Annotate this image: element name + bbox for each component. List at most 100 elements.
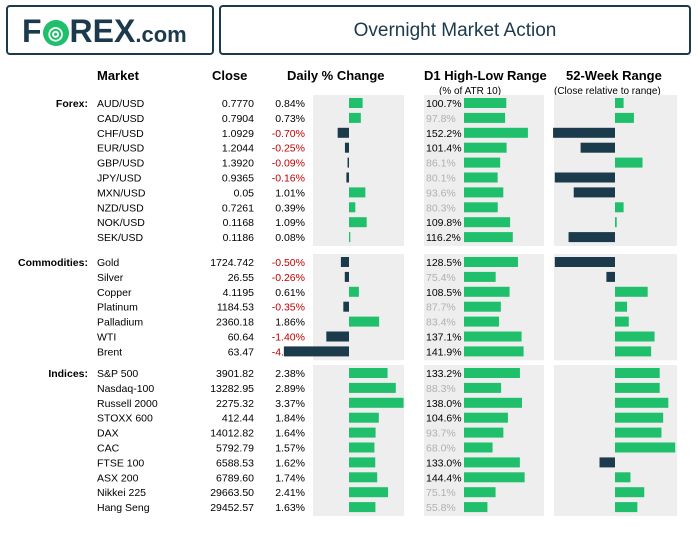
market-name: JPY/USD [97, 173, 142, 185]
market-name: AUD/USD [97, 98, 145, 110]
coin-icon: ◎ [42, 20, 69, 46]
daily-change-bar [349, 412, 379, 423]
daily-change-label: 0.61% [275, 287, 305, 299]
daily-change-label: 1.01% [275, 187, 305, 199]
close-value: 1184.53 [217, 302, 254, 314]
range-label: 83.4% [426, 317, 456, 329]
range-label: 86.1% [426, 158, 456, 170]
daily-change-bar [349, 457, 376, 468]
range-bar [464, 202, 498, 213]
col-52w-subheader: (Close relative to range) [554, 86, 661, 97]
daily-change-label: -1.40% [272, 332, 305, 344]
range-bar [464, 187, 504, 198]
w52-bar [553, 127, 615, 138]
close-value: 4.1195 [223, 287, 254, 299]
daily-band [313, 254, 404, 361]
range-label: 109.8% [426, 217, 462, 229]
range-label: 104.6% [426, 413, 462, 425]
w52-bar [615, 217, 617, 228]
w52-bar [580, 142, 615, 153]
w52-bar [554, 172, 615, 183]
range-bar [464, 301, 501, 312]
close-value: 1724.742 [210, 257, 254, 269]
range-label: 68.0% [426, 443, 456, 455]
range-bar [464, 232, 513, 243]
w52-bar [615, 157, 643, 168]
close-value: 0.1186 [223, 232, 254, 244]
close-value: 29663.50 [210, 487, 254, 499]
daily-change-label: -0.16% [272, 173, 305, 185]
range-label: 93.6% [426, 187, 456, 199]
range-bar [464, 257, 518, 267]
daily-change-label: 1.86% [275, 317, 305, 329]
daily-change-label: 1.57% [275, 443, 305, 455]
daily-change-bar [349, 187, 366, 198]
market-name: Palladium [97, 317, 143, 329]
close-value: 63.47 [228, 346, 254, 358]
range-label: 152.2% [426, 128, 462, 140]
daily-change-bar [349, 427, 376, 438]
daily-change-label: 0.08% [275, 232, 305, 244]
forex-logo: F ◎ REX.com [22, 13, 187, 49]
range-label: 137.1% [426, 332, 462, 344]
daily-change-label: -0.09% [272, 158, 305, 170]
daily-change-bar [349, 382, 396, 393]
range-bar [464, 472, 525, 483]
market-name: Copper [97, 287, 132, 299]
daily-change-bar [283, 346, 349, 357]
daily-change-label: 1.62% [275, 457, 305, 469]
daily-change-label: 0.73% [275, 113, 305, 125]
w52-bar [615, 442, 676, 453]
w52-bar [573, 187, 615, 198]
w52-bar [615, 502, 638, 513]
market-name: CAC [97, 443, 120, 455]
range-label: 128.5% [426, 257, 462, 269]
close-value: 13282.95 [210, 383, 254, 395]
daily-change-label: -0.25% [272, 143, 305, 155]
range-label: 80.1% [426, 173, 456, 185]
range-bar [464, 397, 522, 408]
market-name: NOK/USD [97, 217, 145, 229]
market-name: Russell 2000 [97, 398, 158, 410]
range-label: 101.4% [426, 143, 462, 155]
col-range-header: D1 High-Low Range [424, 68, 547, 83]
daily-change-label: 0.84% [275, 98, 305, 110]
market-name: Brent [97, 346, 122, 358]
market-name: SEK/USD [97, 232, 144, 244]
daily-change-bar [349, 98, 363, 108]
daily-change-bar [344, 142, 349, 153]
daily-change-bar [343, 301, 349, 312]
close-value: 0.05 [234, 187, 255, 199]
close-value: 1.3920 [222, 158, 254, 170]
market-name: ASX 200 [97, 472, 139, 484]
range-bar [464, 142, 507, 153]
close-value: 0.9365 [222, 173, 254, 185]
logo-box: F ◎ REX.com [6, 5, 214, 55]
w52-bar [615, 427, 662, 438]
close-value: 2275.32 [216, 398, 254, 410]
market-name: WTI [97, 332, 116, 344]
daily-change-label: 1.64% [275, 428, 305, 440]
range-label: 93.7% [426, 428, 456, 440]
col-daily-header: Daily % Change [287, 68, 385, 83]
range-bar [464, 98, 507, 108]
daily-change-label: -0.26% [272, 272, 305, 284]
group-label: Commodities: [18, 257, 88, 269]
daily-change-bar [349, 202, 356, 213]
header: F ◎ REX.com Overnight Market Action [0, 0, 697, 62]
col-market-header: Market [97, 68, 139, 83]
market-name: S&P 500 [97, 368, 138, 380]
market-name: GBP/USD [97, 158, 145, 170]
close-value: 6789.60 [216, 472, 254, 484]
title-box: Overnight Market Action [219, 5, 691, 55]
range-label: 144.4% [426, 472, 462, 484]
market-name: Gold [97, 257, 119, 269]
market-name: Nasdaq-100 [97, 383, 154, 395]
daily-change-bar [340, 257, 349, 267]
daily-change-label: 2.38% [275, 368, 305, 380]
group-label: Indices: [48, 368, 88, 380]
close-value: 0.7261 [222, 202, 254, 214]
market-name: Platinum [97, 302, 138, 314]
daily-change-bar [337, 127, 349, 138]
